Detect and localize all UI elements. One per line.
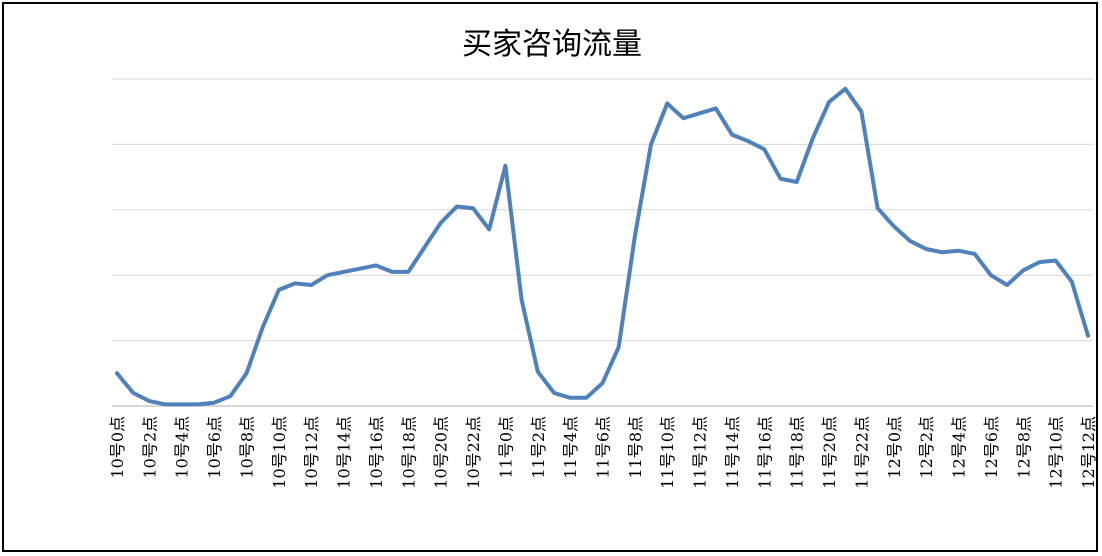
x-tick-label: 10号6点: [205, 416, 224, 479]
x-tick-label: 10号10点: [270, 416, 289, 489]
x-tick-label: 10号8点: [238, 416, 257, 479]
x-tick-label: 11号8点: [626, 416, 645, 479]
x-tick-label: 10号14点: [335, 416, 354, 489]
x-tick-label: 11号10点: [658, 416, 677, 489]
x-tick-label: 12号6点: [982, 416, 1001, 479]
x-tick-label: 11号4点: [561, 416, 580, 479]
x-tick-label: 12号4点: [950, 416, 969, 479]
x-tick-label: 12号2点: [917, 416, 936, 479]
x-tick-label: 10号18点: [399, 416, 418, 489]
x-tick-label: 10号22点: [464, 416, 483, 489]
x-tick-label: 10号4点: [173, 416, 192, 479]
chart-title: 买家咨询流量: [462, 27, 642, 62]
x-tick-label: 11号6点: [594, 416, 613, 479]
line-chart: 买家咨询流量 10号0点 10号2点 10号4点 10号6点 10号8点 10号10点 10…: [108, 27, 1098, 489]
x-tick-label: 11号14点: [723, 416, 742, 489]
series-line: [115, 86, 1090, 407]
x-tick-label: 11号12点: [691, 416, 710, 489]
x-tick-label: 11号22点: [852, 416, 871, 489]
x-tick-labels: 10号0点 10号2点 10号4点 10号6点 10号8点 10号10点 10号12点 10号…: [108, 416, 1098, 489]
x-tick-label: 12号8点: [1014, 416, 1033, 479]
x-tick-label: 10号12点: [302, 416, 321, 489]
x-tick-label: 12号10点: [1047, 416, 1066, 489]
x-tick-label: 10号20点: [432, 416, 451, 489]
x-tick-label: 11号18点: [788, 416, 807, 489]
series-layer: [115, 86, 1090, 407]
x-tick-label: 12号12点: [1079, 416, 1098, 489]
x-tick-label: 11号0点: [496, 416, 515, 479]
x-tick-label: 10号2点: [140, 416, 159, 479]
x-tick-label: 12号0点: [885, 416, 904, 479]
x-tick-label: 11号2点: [529, 416, 548, 479]
x-tick-label: 10号0点: [108, 416, 127, 479]
gridlines: [112, 78, 1093, 342]
x-tick-label: 10号16点: [367, 416, 386, 489]
x-tick-label: 11号16点: [755, 416, 774, 489]
x-tick-label: 11号20点: [820, 416, 839, 489]
